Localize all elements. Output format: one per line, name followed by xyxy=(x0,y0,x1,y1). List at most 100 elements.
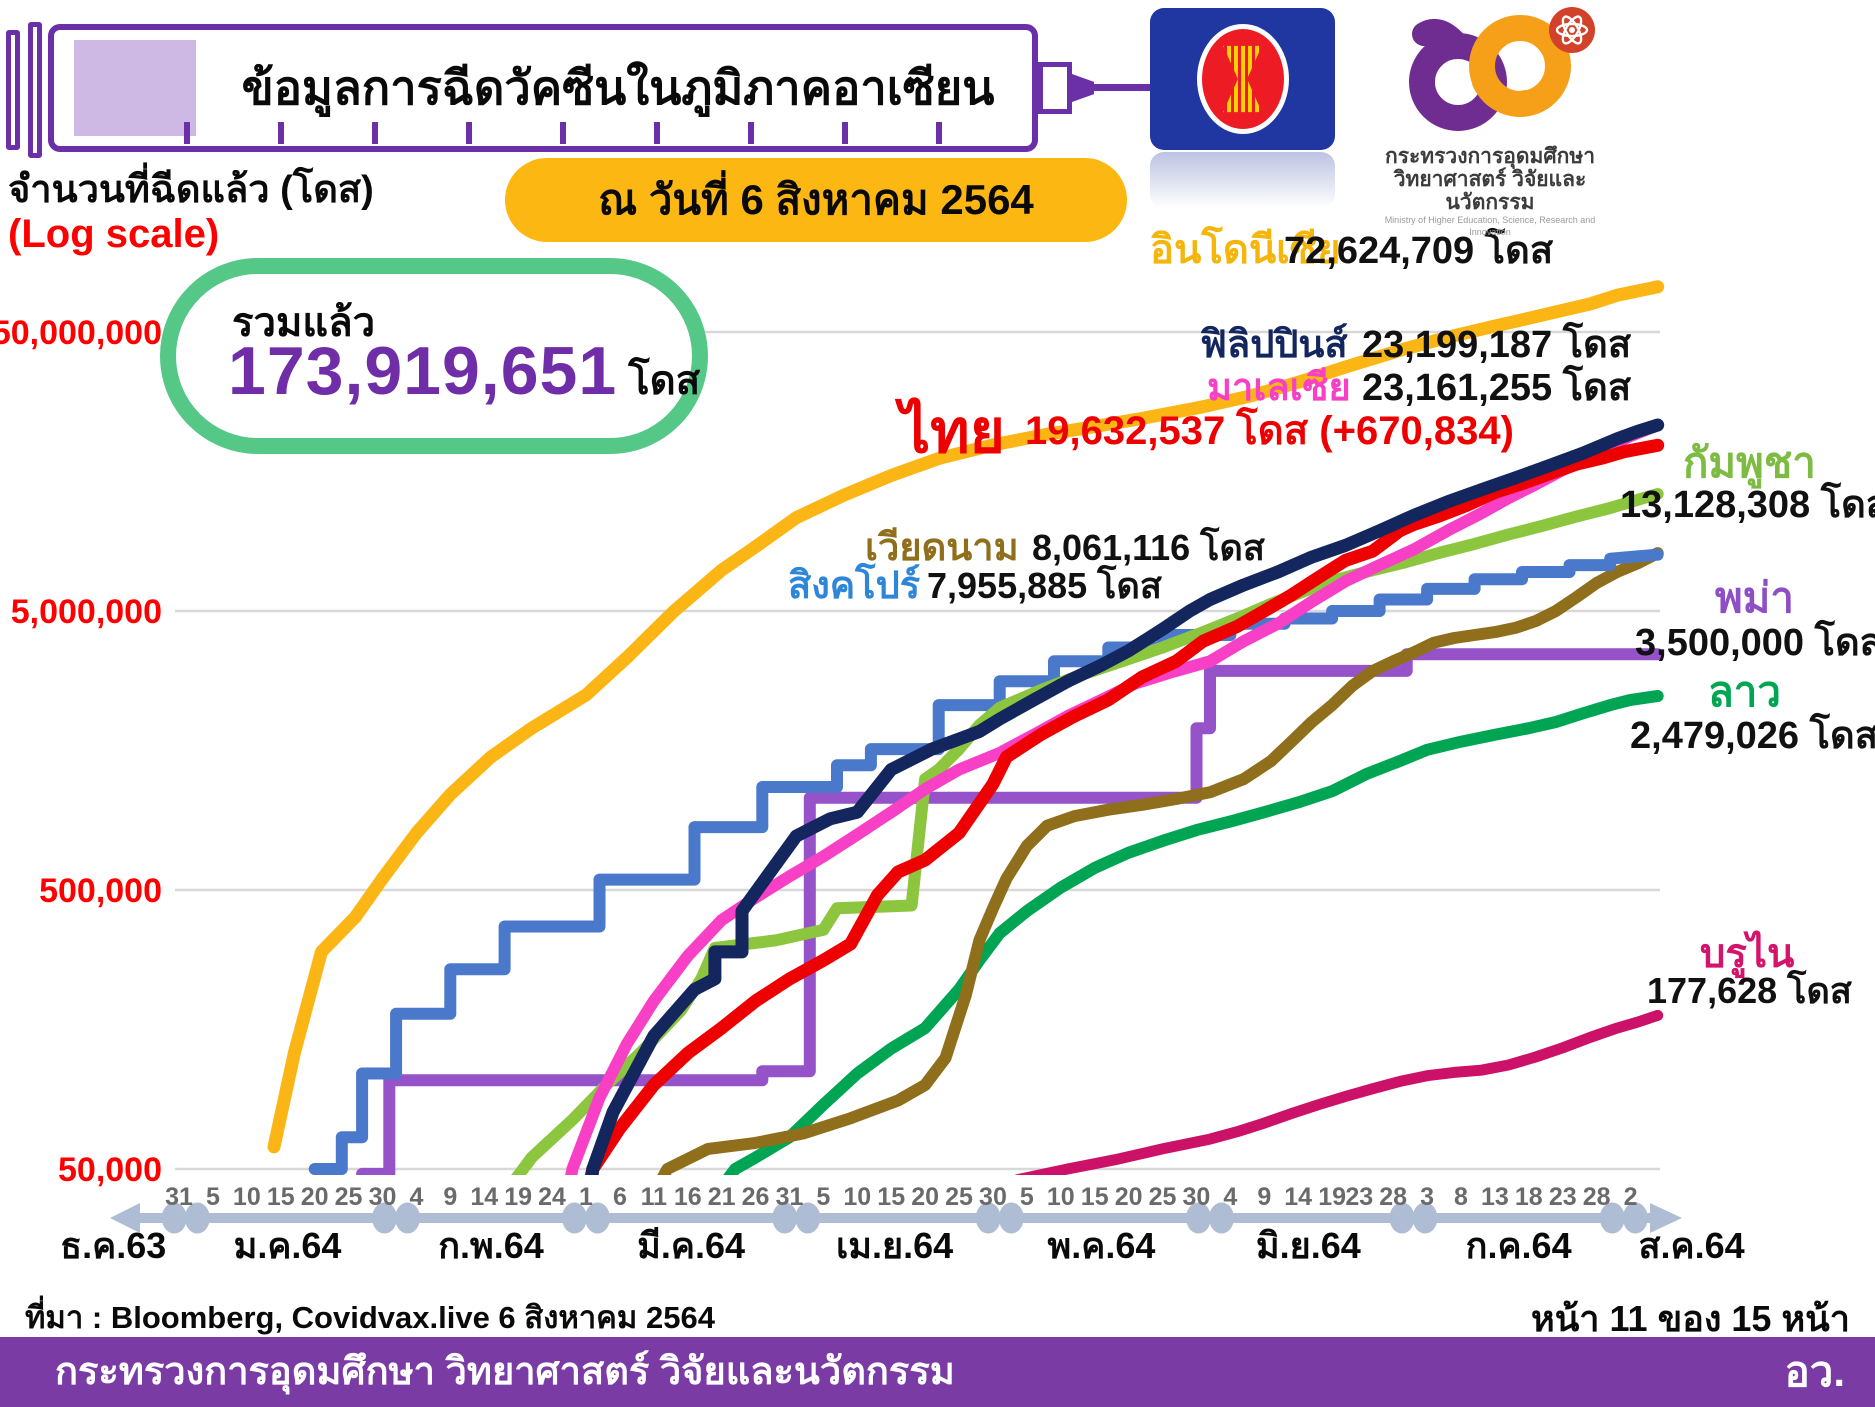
country-annotation: 177,628 โดส xyxy=(1647,969,1852,1011)
day-tick-label: 25 xyxy=(335,1183,363,1211)
day-tick-label: 15 xyxy=(877,1183,905,1211)
y-tick-label: 500,000 xyxy=(39,872,162,910)
day-tick-label: 23 xyxy=(1345,1183,1373,1211)
month-label: เม.ย.64 xyxy=(836,1225,953,1266)
y-tick-label: 50,000,000 xyxy=(0,314,162,352)
country-annotation: ไทย xyxy=(894,396,1005,465)
day-tick-label: 21 xyxy=(708,1183,736,1211)
month-label: พ.ค.64 xyxy=(1048,1225,1156,1266)
syringe-barrel: ข้อมูลการฉีดวัคซีนในภูมิภาคอาเซียน xyxy=(48,24,1038,152)
y-tick-label: 50,000 xyxy=(58,1151,162,1189)
country-annotation: 3,500,000 โดส xyxy=(1635,619,1875,664)
mhesi-text-line1: กระทรวงการอุดมศึกษา xyxy=(1385,145,1595,168)
country-annotation: 23,161,255 โดส xyxy=(1362,364,1632,409)
month-boundary-dot xyxy=(1599,1202,1625,1234)
month-label: มี.ค.64 xyxy=(637,1225,745,1266)
day-tick-label: 19 xyxy=(504,1183,532,1211)
page-number: หน้า 11 ของ 15 หน้า xyxy=(1530,1298,1850,1339)
y-axis-title: จำนวนที่ฉีดแล้ว (โดส) xyxy=(8,169,374,211)
country-annotation: 7,955,885 โดส xyxy=(927,564,1162,606)
month-boundary-dot xyxy=(1185,1202,1211,1234)
series-line-พม่า xyxy=(356,648,1664,1175)
day-tick-label: 28 xyxy=(1583,1183,1611,1211)
asean-rice-sheaf-icon xyxy=(1223,45,1262,113)
day-tick-label: 31 xyxy=(776,1183,804,1211)
mhesi-text-line3: Ministry of Higher Education, Science, R… xyxy=(1384,215,1596,237)
day-tick-label: 30 xyxy=(1183,1183,1211,1211)
total-value: 173,919,651 xyxy=(228,333,618,409)
y-tick-label: 5,000,000 xyxy=(11,593,162,631)
day-tick-label: 4 xyxy=(409,1183,423,1211)
country-annotation: 19,632,537 โดส (+670,834) xyxy=(1025,407,1514,453)
day-tick-label: 19 xyxy=(1318,1183,1346,1211)
day-tick-label: 1 xyxy=(579,1183,593,1211)
month-boundary-dot xyxy=(772,1202,798,1234)
month-boundary-dot xyxy=(1622,1202,1648,1234)
month-boundary-dot xyxy=(395,1202,421,1234)
day-tick-label: 5 xyxy=(1020,1183,1034,1211)
flag-reflection xyxy=(1150,152,1335,208)
day-tick-label: 5 xyxy=(816,1183,830,1211)
day-tick-label: 10 xyxy=(1047,1183,1075,1211)
day-tick-label: 24 xyxy=(538,1183,566,1211)
as-of-date-badge: ณ วันที่ 6 สิงหาคม 2564 xyxy=(505,158,1127,242)
syringe-needle-tip xyxy=(1072,74,1094,102)
month-label: ม.ค.64 xyxy=(234,1225,342,1266)
month-label: มิ.ย.64 xyxy=(1256,1225,1361,1266)
day-tick-label: 25 xyxy=(945,1183,973,1211)
country-annotation: 2,479,026 โดส xyxy=(1630,712,1875,757)
series-line-ฟิลิปปินส์ xyxy=(585,418,1665,1175)
month-boundary-dot xyxy=(1389,1202,1415,1234)
footer-bar: กระทรวงการอุดมศึกษา วิทยาศาสตร์ วิจัยและ… xyxy=(0,1337,1875,1407)
source-citation: ที่มา : Bloomberg, Covidvax.live 6 สิงหา… xyxy=(25,1300,715,1335)
day-tick-label: 6 xyxy=(613,1183,627,1211)
day-tick-label: 16 xyxy=(674,1183,702,1211)
country-annotation: พม่า xyxy=(1715,574,1794,621)
country-annotation: มาเลเซีย xyxy=(1207,367,1351,409)
day-tick-label: 30 xyxy=(979,1183,1007,1211)
syringe-needle xyxy=(1094,84,1152,91)
syringe-ruler-ticks xyxy=(184,122,1006,144)
day-tick-label: 25 xyxy=(1149,1183,1177,1211)
month-boundary-dot xyxy=(184,1202,210,1234)
day-tick-label: 26 xyxy=(742,1183,770,1211)
day-tick-label: 10 xyxy=(233,1183,261,1211)
syringe-seal xyxy=(74,40,196,136)
series-lines xyxy=(267,280,1665,1175)
month-boundary-dot xyxy=(998,1202,1024,1234)
day-tick-label: 10 xyxy=(843,1183,871,1211)
country-annotation: เวียดนาม xyxy=(865,527,1019,569)
asean-emblem-circle xyxy=(1196,24,1289,134)
total-label: รวมแล้ว xyxy=(232,301,376,345)
day-tick-label: 9 xyxy=(443,1183,457,1211)
month-boundary-dot xyxy=(585,1202,611,1234)
day-tick-label: 13 xyxy=(1481,1183,1509,1211)
total-unit: โดส xyxy=(617,359,701,403)
country-annotation: 8,061,116 โดส xyxy=(1032,526,1265,568)
asean-flag-logo xyxy=(1150,8,1335,150)
page-title: ข้อมูลการฉีดวัคซีนในภูมิภาคอาเซียน xyxy=(241,61,995,114)
mhesi-logo-mark xyxy=(1409,7,1595,131)
day-tick-label: 5 xyxy=(206,1183,220,1211)
day-tick-label: 15 xyxy=(1081,1183,1109,1211)
day-tick-label: 20 xyxy=(301,1183,329,1211)
series-line-ไทย xyxy=(584,438,1665,1175)
day-tick-label: 2 xyxy=(1624,1183,1638,1211)
series-line-อินโดนีเซีย xyxy=(267,280,1665,1154)
log-scale-note: (Log scale) xyxy=(8,212,220,256)
country-annotation: บรูไน xyxy=(1700,930,1794,978)
series-line-บรูไน xyxy=(1014,1009,1664,1175)
day-tick-labels: 31 5 10 15 20 25 30 4 9 14 19 24 1 6 11 16 21 26 31 5 10 15 20… xyxy=(165,1183,1637,1211)
month-label: ธ.ค.63 xyxy=(60,1225,166,1266)
country-annotation: ฟิลิปปินส์ xyxy=(1200,323,1348,366)
day-tick-label: 11 xyxy=(641,1183,668,1211)
syringe-plunger-bar xyxy=(28,22,42,158)
country-annotation: สิงคโปร์ xyxy=(788,562,921,607)
footer-ministry-name: กระทรวงการอุดมศึกษา วิทยาศาสตร์ วิจัยและ… xyxy=(55,1351,955,1393)
day-tick-label: 4 xyxy=(1223,1183,1237,1211)
day-tick-label: 31 xyxy=(165,1183,193,1211)
country-annotation: 13,128,308 โดส xyxy=(1620,481,1875,526)
mhesi-text-line2: วิทยาศาสตร์ วิจัยและนวัตกรรม xyxy=(1393,168,1587,214)
